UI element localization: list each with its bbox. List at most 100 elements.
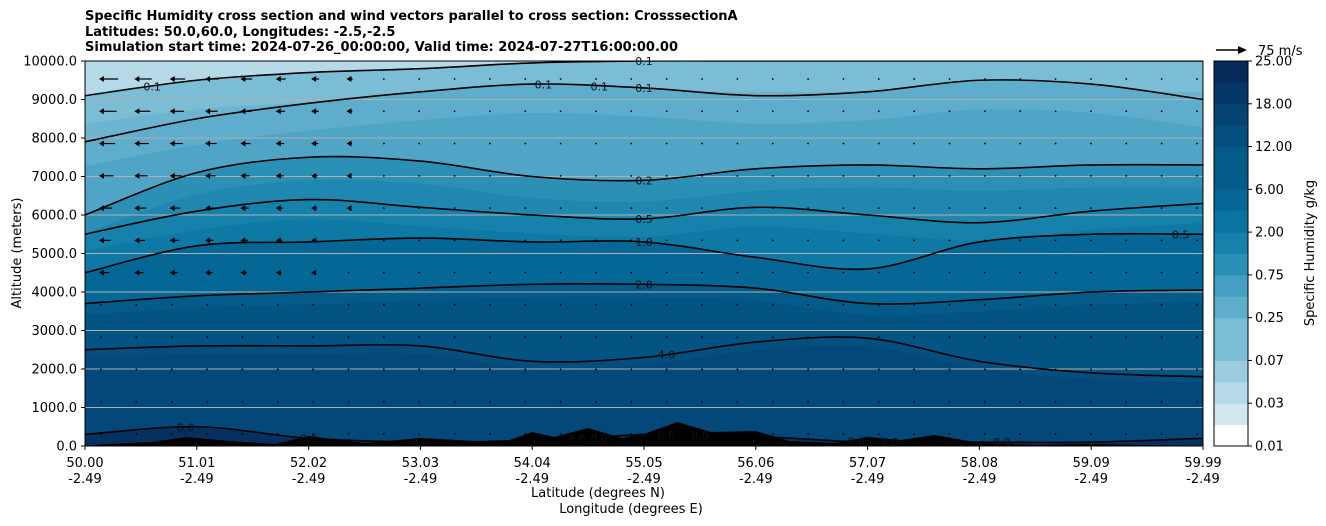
wind-vector	[595, 368, 597, 371]
wind-vector	[347, 304, 350, 306]
wind-vector-head	[134, 76, 140, 82]
wind-vector-head	[346, 172, 352, 179]
wind-vector	[1125, 174, 1128, 177]
wind-vector	[595, 433, 597, 435]
wind-vector-head	[169, 237, 175, 244]
wind-vector	[630, 271, 633, 274]
wind-vector	[559, 433, 562, 435]
wind-vector	[170, 433, 173, 435]
wind-vector	[170, 368, 173, 371]
x-tick-label-lon: -2.49	[404, 472, 438, 487]
wind-vector	[347, 239, 350, 242]
wind-vector-head	[275, 205, 281, 212]
quiver-key-arrow-head	[1238, 46, 1247, 54]
wind-vector	[1090, 174, 1092, 177]
colorbar-segment	[1214, 210, 1248, 233]
wind-vector	[100, 400, 102, 403]
wind-vector	[559, 207, 562, 209]
wind-vector	[595, 207, 597, 209]
wind-vector	[1196, 433, 1198, 435]
wind-vector	[559, 400, 562, 403]
x-tick-label-lon: -2.49	[68, 472, 102, 487]
wind-vector	[983, 336, 986, 339]
wind-vector	[983, 78, 986, 80]
wind-vector	[1196, 336, 1198, 339]
wind-vector	[807, 400, 809, 403]
wind-vector-head	[311, 269, 317, 276]
wind-vector-head	[134, 140, 140, 147]
wind-vector	[1019, 304, 1022, 306]
wind-vector-head	[134, 237, 140, 244]
wind-vector	[948, 142, 951, 145]
x-tick-label-lat: 55.05	[625, 456, 662, 471]
wind-vector	[595, 110, 597, 113]
y-tick-label: 2000.0	[32, 363, 78, 378]
wind-vector	[382, 78, 385, 80]
wind-vector	[453, 304, 456, 306]
wind-vector	[701, 78, 703, 80]
wind-vector	[807, 78, 809, 80]
wind-vector	[948, 336, 951, 339]
colorbar-segment	[1214, 61, 1248, 83]
wind-vector	[489, 239, 491, 242]
wind-vector	[807, 336, 809, 339]
wind-vector	[135, 304, 138, 306]
wind-vector	[771, 400, 774, 403]
wind-vector	[630, 142, 633, 145]
wind-vector-head	[134, 108, 140, 115]
colorbar-segment	[1214, 317, 1248, 340]
contour-label: 1.0	[635, 236, 653, 249]
wind-vector	[1019, 271, 1022, 274]
title-line-3: Simulation start time: 2024-07-26_00:00:…	[85, 40, 678, 55]
x-tick-label-lon: -2.49	[851, 472, 885, 487]
wind-vector	[1160, 400, 1163, 403]
x-tick-label-lat: 50.00	[66, 456, 103, 471]
wind-vector	[418, 433, 421, 435]
wind-vector	[1160, 78, 1163, 80]
wind-vector	[842, 239, 845, 242]
wind-vector	[524, 142, 527, 145]
wind-vector	[1196, 174, 1198, 177]
wind-vector	[736, 400, 739, 403]
y-tick-label: 8000.0	[32, 132, 78, 147]
wind-vector	[559, 78, 562, 80]
wind-vector	[771, 142, 774, 145]
wind-vector	[382, 400, 385, 403]
wind-vector	[771, 271, 774, 274]
wind-vector	[559, 110, 562, 113]
wind-vector	[559, 239, 562, 242]
wind-vector	[100, 433, 102, 435]
wind-vector	[665, 336, 668, 339]
wind-vector	[736, 110, 739, 113]
wind-vector	[701, 433, 703, 435]
wind-vector-head	[99, 76, 104, 82]
wind-vector	[807, 207, 809, 209]
wind-vector	[559, 174, 562, 177]
contour-label: 0.1	[635, 82, 653, 95]
wind-vector	[595, 271, 597, 274]
wind-vector	[135, 368, 138, 371]
wind-vector	[948, 207, 951, 209]
wind-vector	[595, 78, 597, 80]
x-tick-label-lon: -2.49	[515, 472, 549, 487]
wind-vector	[701, 207, 703, 209]
x-tick-label-lat: 51.01	[178, 456, 215, 471]
wind-vector	[983, 304, 986, 306]
wind-vector	[347, 336, 350, 339]
wind-vector	[524, 78, 527, 80]
wind-vector	[701, 110, 703, 113]
wind-vector	[206, 336, 208, 339]
wind-vector-head	[240, 172, 246, 179]
wind-vector-head	[311, 108, 317, 115]
wind-vector	[948, 400, 951, 403]
wind-vector	[135, 433, 138, 435]
wind-vector	[842, 271, 845, 274]
colorbar-tick-label: 18.00	[1255, 97, 1292, 112]
wind-vector-head	[99, 237, 104, 244]
wind-vector	[489, 336, 491, 339]
wind-vector	[1196, 142, 1198, 145]
wind-vector	[489, 433, 491, 435]
wind-vector	[453, 433, 456, 435]
wind-vector	[453, 239, 456, 242]
wind-vector	[382, 207, 385, 209]
